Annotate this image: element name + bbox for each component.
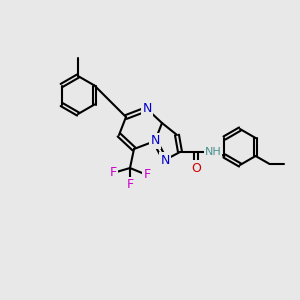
Text: N: N (150, 134, 160, 148)
Text: F: F (126, 178, 134, 191)
Text: O: O (191, 161, 201, 175)
Text: NH: NH (205, 147, 221, 157)
Text: F: F (143, 169, 151, 182)
Text: N: N (142, 103, 152, 116)
Text: N: N (160, 154, 170, 166)
Text: F: F (110, 167, 117, 179)
